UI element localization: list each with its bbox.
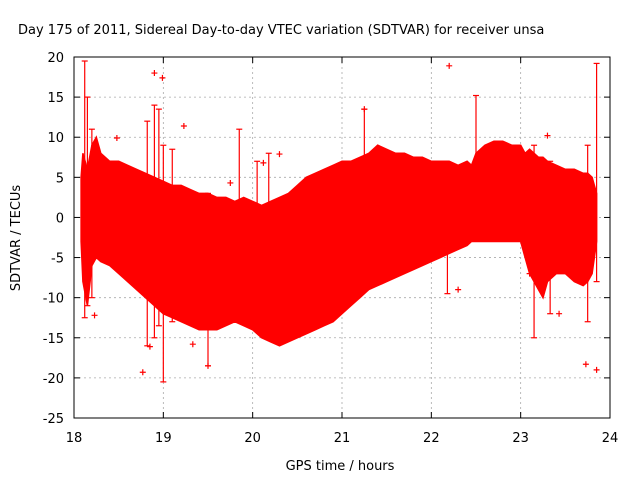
x-tick-label: 24	[602, 431, 619, 446]
outlier-point	[361, 106, 368, 113]
y-tick-label: -25	[43, 412, 64, 427]
y-tick-label: -20	[43, 372, 64, 387]
chart-title: Day 175 of 2011, Sidereal Day-to-day VTE…	[18, 23, 544, 38]
outlier-point	[544, 132, 551, 139]
x-tick-label: 22	[423, 431, 440, 446]
outlier-point	[556, 310, 563, 317]
outlier-point	[455, 286, 462, 293]
outlier-point	[227, 179, 234, 186]
y-tick-label: -10	[43, 292, 64, 307]
x-tick-label: 23	[512, 431, 529, 446]
y-tick-label: 20	[47, 51, 64, 66]
outlier-point	[91, 312, 98, 319]
y-tick-label: 10	[47, 131, 64, 146]
outlier-point	[205, 362, 211, 369]
outlier-point	[276, 151, 283, 158]
outlier-point	[582, 361, 589, 368]
x-tick-label: 20	[244, 431, 261, 446]
outlier-point	[151, 70, 158, 77]
outlier-point	[159, 74, 166, 81]
x-tick-label: 18	[66, 431, 83, 446]
outlier-group	[91, 62, 600, 376]
outlier-point	[260, 159, 267, 166]
outlier-point	[113, 135, 120, 142]
y-axis-label: SDTVAR / TECUs	[9, 185, 24, 292]
spike-group	[81, 60, 600, 383]
outlier-point	[146, 343, 153, 350]
outlier-point	[189, 341, 196, 348]
outlier-point	[139, 369, 146, 376]
x-tick-label: 19	[155, 431, 172, 446]
y-tick-label: -15	[43, 332, 64, 347]
outlier-point	[593, 366, 600, 373]
x-tick-label: 21	[334, 431, 351, 446]
y-tick-label: -5	[51, 252, 64, 267]
outlier-point	[180, 122, 187, 129]
outlier-point	[526, 270, 533, 277]
outlier-point	[446, 62, 453, 69]
axis-ticks: 18 19 20 21 22 23 24 -25 -20 -15 -10 -5 0 5 10 15 20	[43, 51, 619, 446]
x-axis-label: GPS time / hours	[286, 459, 395, 474]
y-tick-label: 0	[56, 211, 64, 226]
y-tick-label: 5	[56, 171, 64, 186]
y-tick-label: 15	[47, 91, 64, 106]
